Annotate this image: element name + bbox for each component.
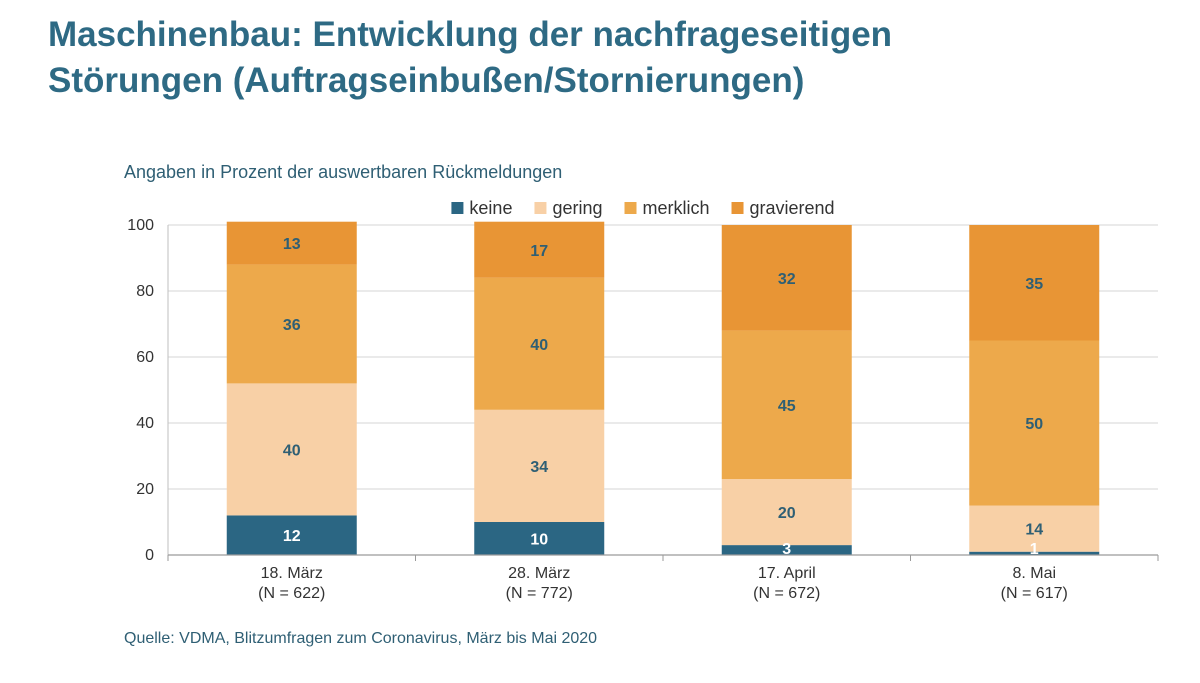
data-label-merklich: 50 (1025, 416, 1043, 433)
data-label-gering: 20 (778, 505, 796, 522)
data-label-keine: 1 (1030, 541, 1039, 558)
bar-segment-gravierend (969, 225, 1100, 341)
bar-segment-gravierend (226, 221, 357, 265)
data-label-keine: 3 (782, 541, 791, 558)
x-tick-label: 18. März (261, 565, 323, 582)
x-tick-note: (N = 672) (753, 585, 820, 602)
y-tick-label: 20 (136, 481, 154, 498)
bar-segment-merklich (721, 330, 852, 480)
y-tick-label: 60 (136, 349, 154, 366)
x-tick-label: 17. April (758, 565, 816, 582)
x-tick-note: (N = 622) (258, 585, 325, 602)
data-label-gering: 34 (530, 459, 548, 476)
legend-label: keine (469, 198, 512, 218)
bar-segment-keine (226, 515, 357, 555)
data-label-keine: 12 (283, 528, 301, 545)
x-tick-note: (N = 772) (506, 585, 573, 602)
x-tick-label: 8. Mai (1012, 565, 1056, 582)
bar-segment-gering (474, 409, 605, 522)
bar-segment-merklich (226, 264, 357, 384)
legend-swatch (624, 202, 637, 214)
bar-segment-keine (474, 522, 605, 555)
bar-segment-keine (721, 545, 852, 555)
data-label-merklich: 45 (778, 398, 796, 415)
data-label-merklich: 36 (283, 317, 301, 334)
bar-segment-merklich (969, 340, 1100, 506)
x-tick-label: 28. März (508, 565, 570, 582)
bar-segment-merklich (474, 277, 605, 410)
page-title: Maschinenbau: Entwicklung der nachfrages… (48, 12, 1148, 104)
source-note: Quelle: VDMA, Blitzumfragen zum Coronavi… (124, 630, 598, 647)
y-tick-label: 100 (127, 217, 154, 234)
data-label-gravierend: 17 (530, 243, 548, 260)
bar-segment-gering (721, 479, 852, 546)
bar-segment-keine (969, 551, 1100, 555)
bar-segment-gravierend (474, 221, 605, 278)
legend-label: gravierend (750, 198, 835, 218)
legend-label: gering (552, 198, 602, 218)
y-tick-label: 40 (136, 415, 154, 432)
bar-segment-gering (969, 505, 1100, 552)
title-line-1: Maschinenbau: Entwicklung der nachfrages… (48, 15, 893, 54)
data-label-merklich: 40 (530, 337, 548, 354)
chart-subtitle: Angaben in Prozent der auswertbaren Rück… (124, 162, 563, 182)
data-label-gering: 40 (283, 442, 301, 459)
legend-swatch (451, 202, 464, 214)
bar-segment-gering (226, 383, 357, 516)
data-label-gravierend: 13 (283, 236, 301, 253)
y-tick-label: 0 (145, 547, 154, 564)
legend-swatch (534, 202, 547, 214)
legend-label: merklich (643, 198, 710, 218)
data-label-keine: 10 (530, 532, 548, 549)
x-tick-note: (N = 617) (1001, 585, 1068, 602)
y-tick-label: 80 (136, 283, 154, 300)
legend-swatch (731, 202, 744, 214)
data-label-gravierend: 32 (778, 271, 796, 288)
bar-segment-gravierend (721, 225, 852, 331)
title-line-2: Störungen (Auftragseinbußen/Stornierunge… (48, 61, 805, 100)
data-label-gravierend: 35 (1025, 276, 1043, 293)
data-label-gering: 14 (1025, 522, 1043, 539)
